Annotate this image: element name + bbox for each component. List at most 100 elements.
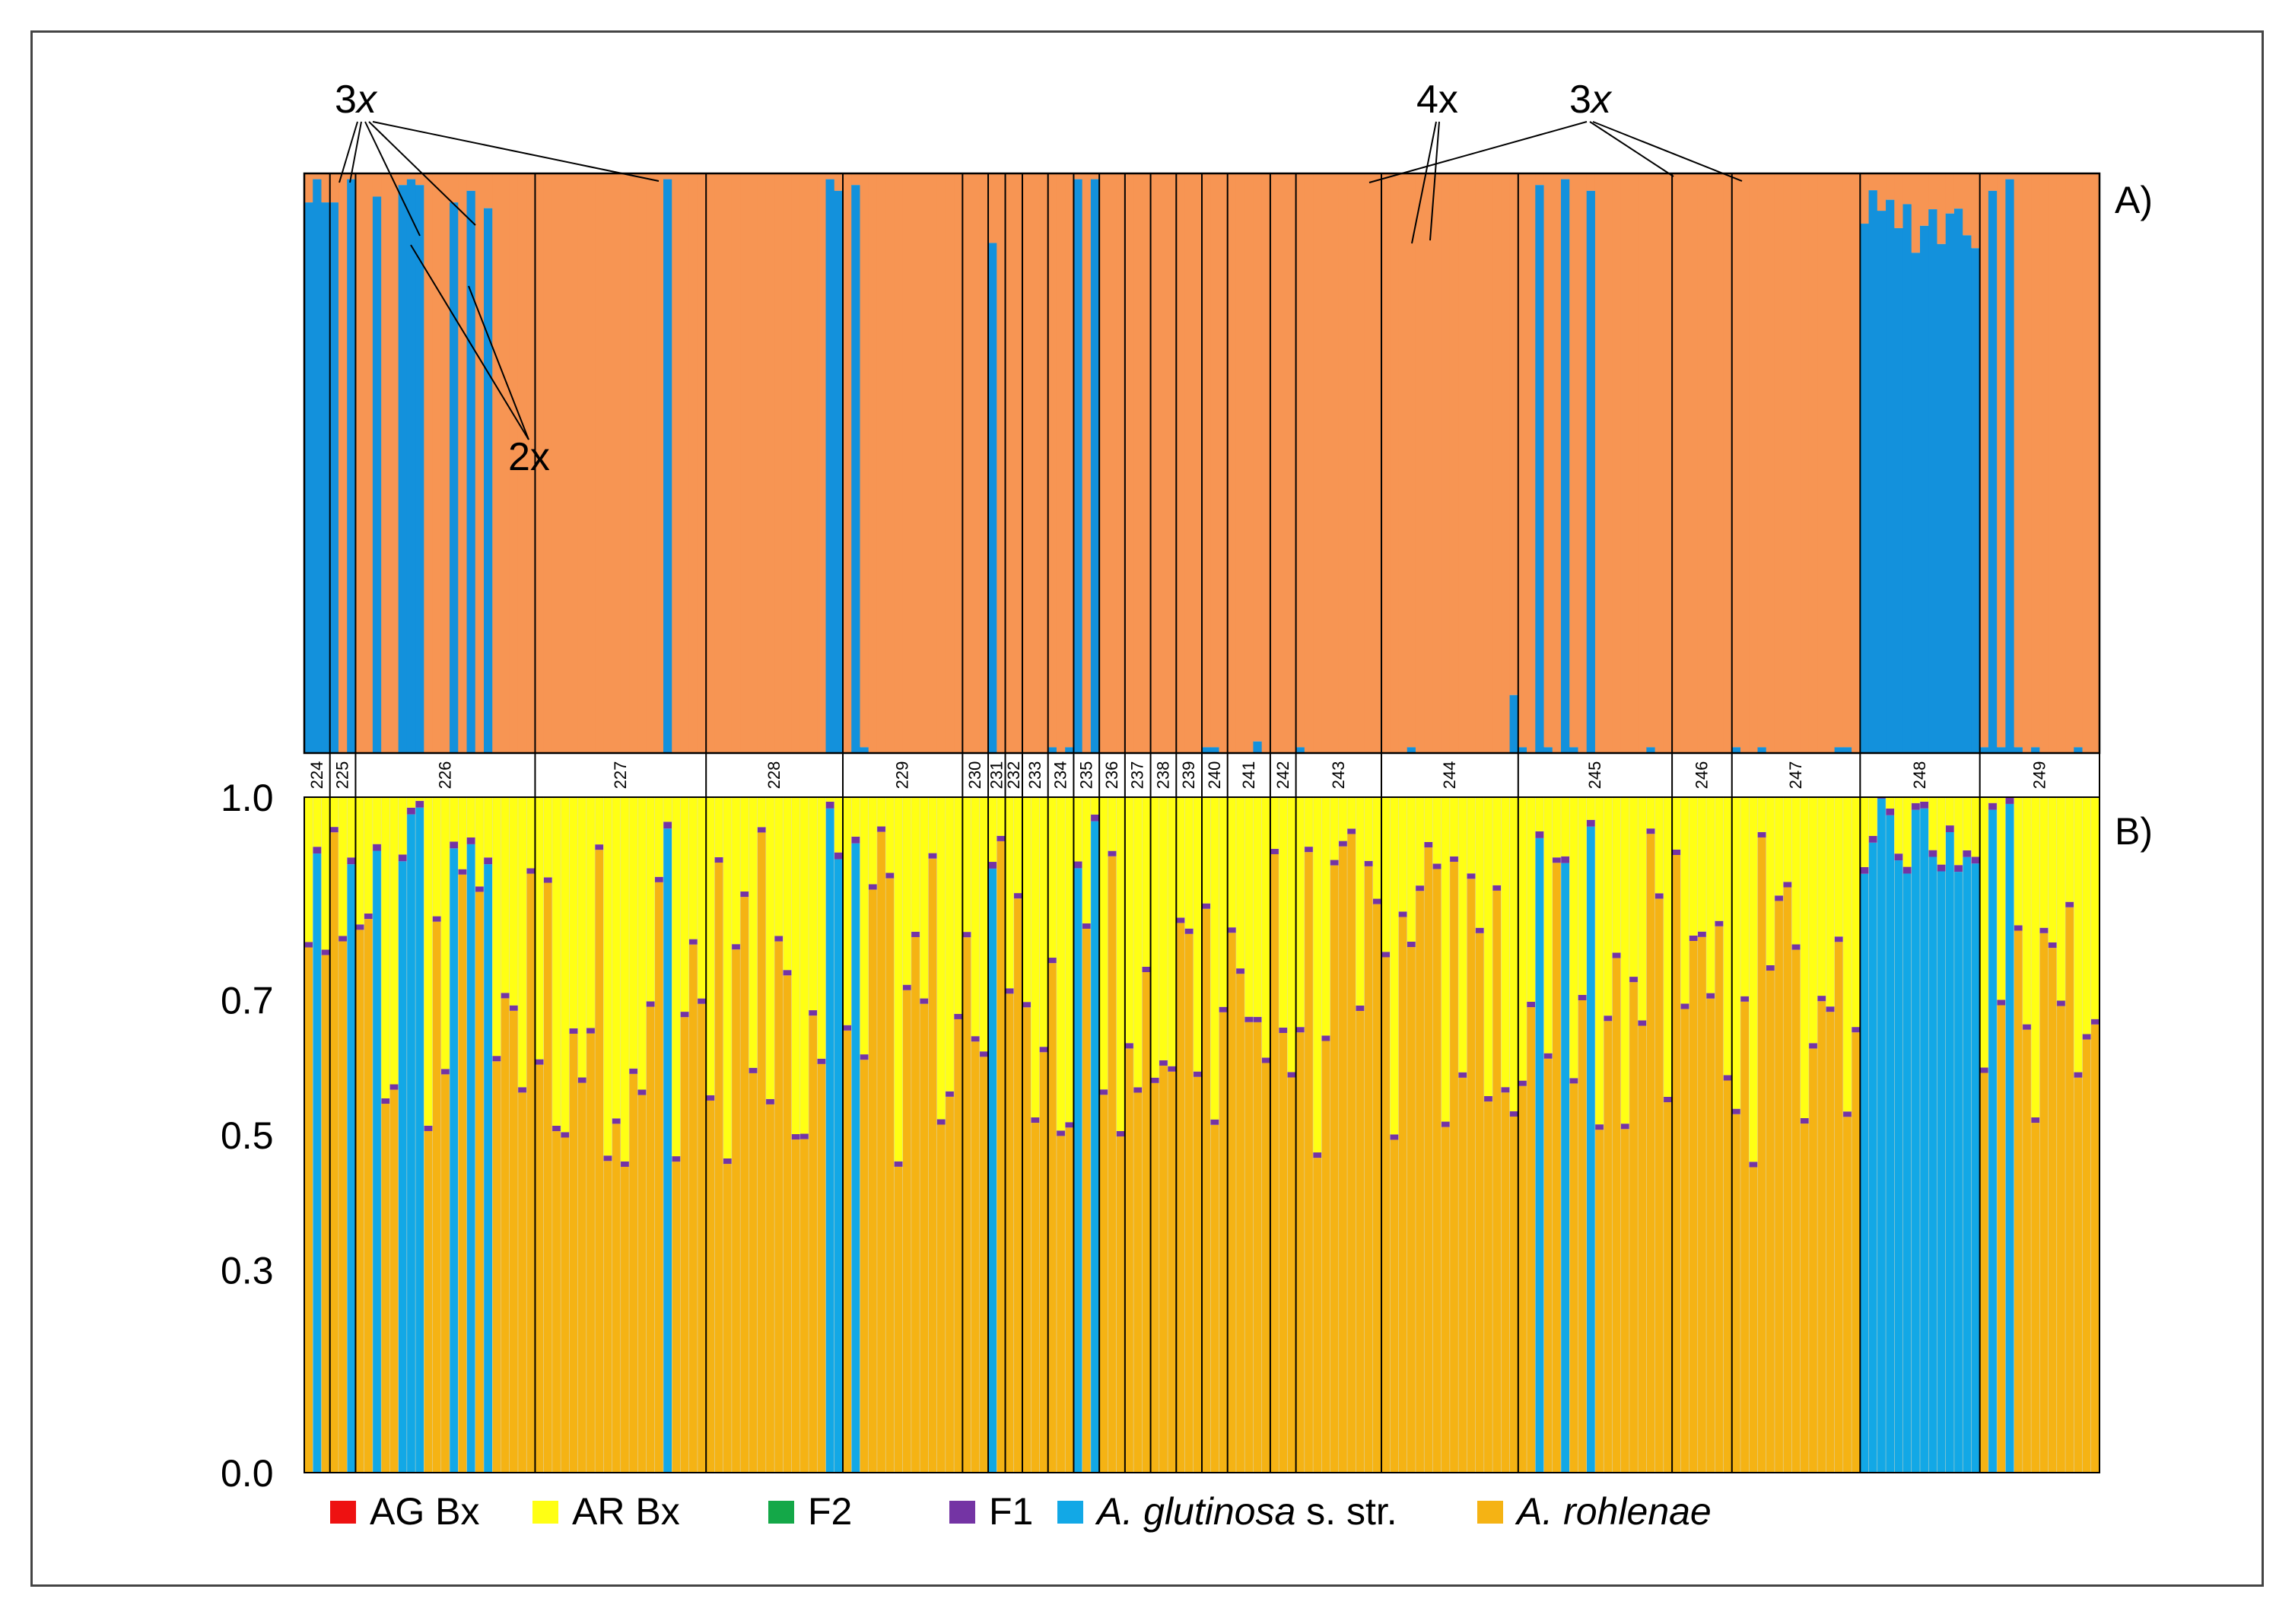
panel-b-bar-segment [1492, 885, 1502, 891]
panel-b-bar-segment [1133, 797, 1143, 1088]
panel-b-bar-segment [1235, 797, 1245, 969]
panel-b-bar-segment [2082, 797, 2092, 1034]
panel-b-bar-segment [1056, 1136, 1066, 1473]
panel-b-bar-segment [1219, 1006, 1229, 1012]
panel-b-bar-segment [817, 1058, 827, 1064]
population-label: 235 [1076, 761, 1095, 790]
panel-b-bar-segment [731, 949, 741, 1473]
panel-b-bar-segment [475, 797, 485, 887]
panel-a-bar-rohlenae [1253, 173, 1263, 742]
panel-b-bar-segment [1731, 1114, 1741, 1473]
panel-b-bar-segment [1398, 797, 1408, 912]
panel-b-bar-segment [1381, 797, 1391, 952]
panel-a-bar-rohlenae [1783, 173, 1793, 753]
panel-a-bar-rohlenae [774, 173, 784, 753]
panel-a-bar-rohlenae [697, 173, 707, 753]
panel-a-bar-rohlenae [731, 173, 741, 753]
panel-b-bar-segment [1372, 904, 1382, 1473]
panel-b-bar-segment [2048, 797, 2058, 942]
panel-a-bar-rohlenae [1056, 173, 1066, 753]
panel-b-bar-segment [1407, 797, 1416, 942]
panel-b-bar-segment [1261, 797, 1271, 1058]
panel-b-bar-segment [1501, 797, 1511, 1088]
panel-a-bar-rohlenae [1202, 173, 1211, 748]
panel-b-bar-segment [612, 1123, 621, 1473]
panel-a-bar-rohlenae [749, 173, 758, 753]
panel-b-bar-segment [2039, 797, 2049, 928]
panel-b-bar-segment [1715, 926, 1724, 1473]
panel-b-bar-segment [688, 944, 698, 1473]
panel-a-bar-rohlenae [765, 173, 775, 753]
panel-b-bar-segment [1842, 1111, 1852, 1117]
panel-a-bar-rohlenae [1817, 173, 1826, 753]
panel-a-bar-glutinosa [1073, 179, 1083, 753]
panel-b-bar-segment [1826, 1006, 1836, 1012]
panel-b-bar-segment [1800, 1117, 1810, 1124]
panel-b-bar-segment [1475, 927, 1485, 933]
panel-b-bar-segment [1791, 797, 1801, 945]
panel-a-bar-rohlenae [1766, 173, 1775, 753]
panel-b-bar-segment [1937, 797, 1947, 865]
panel-b-bar-segment [911, 936, 920, 1473]
panel-b-bar-segment [1210, 797, 1220, 1120]
panel-b-bar-segment [1492, 797, 1502, 885]
panel-label-a: A) [2115, 179, 2153, 221]
legend-label: A. rohlenae [1515, 1490, 1712, 1533]
panel-b-bar-segment [389, 1089, 399, 1473]
panel-b-bar-segment [1706, 797, 1715, 993]
population-label: 224 [307, 761, 326, 790]
panel-b-bar-segment [398, 861, 408, 1473]
panel-b-bar-segment [440, 1074, 450, 1473]
panel-a-bar-rohlenae [1911, 173, 1921, 253]
panel-b-bar-segment [1364, 866, 1374, 1473]
panel-a-bar-rohlenae [1638, 173, 1647, 753]
panel-b-bar-segment [749, 1073, 758, 1473]
panel-a-bar-glutinosa [406, 179, 416, 753]
panel-b-bar-segment [731, 797, 741, 945]
panel-b-bar-segment [1381, 957, 1391, 1473]
panel-b-bar-segment [2005, 797, 2015, 804]
panel-b-bar-segment [1031, 1117, 1041, 1123]
panel-b-bar-segment [1535, 797, 1545, 831]
panel-b-bar-segment [1979, 1067, 1989, 1073]
panel-b-bar-segment [1279, 1027, 1288, 1033]
panel-a-bar-rohlenae [1261, 173, 1271, 753]
panel-b-bar-segment [988, 797, 997, 863]
panel-b-bar-segment [1902, 866, 1912, 874]
panel-a-bar-rohlenae [936, 173, 946, 753]
panel-a-bar-rohlenae [1757, 173, 1767, 748]
panel-a-bar-glutinosa [1295, 747, 1305, 753]
panel-b-bar-segment [2090, 797, 2100, 1019]
panel-b-bar-segment [971, 1036, 981, 1042]
panel-a-bar-rohlenae [1543, 173, 1553, 748]
panel-a-bar-rohlenae [406, 173, 416, 180]
panel-b-bar-segment [1168, 1071, 1177, 1473]
panel-b-bar-segment [1031, 1123, 1041, 1473]
panel-b-bar-segment [1638, 1020, 1647, 1026]
panel-a-bar-rohlenae [1791, 173, 1801, 753]
panel-a-bar-rohlenae [1364, 173, 1374, 753]
panel-b-bar-segment [1193, 1071, 1203, 1077]
panel-a-bar-rohlenae [1937, 173, 1947, 244]
panel-a-bar-rohlenae [612, 173, 621, 753]
panel-b-bar-segment [1253, 1022, 1263, 1473]
panel-b-bar-segment [458, 797, 468, 869]
panel-b-bar-segment [1244, 1016, 1254, 1022]
panel-b-bar-segment [1056, 1130, 1066, 1136]
panel-b-bar-segment [372, 844, 382, 851]
panel-b-bar-segment [1988, 797, 1998, 803]
panel-a-bar-rohlenae [979, 173, 989, 753]
panel-b-bar-segment [1441, 1121, 1451, 1127]
panel-b-bar-segment [1953, 865, 1963, 872]
panel-b-bar-segment [843, 1030, 852, 1473]
panel-a-bar-glutinosa [1543, 747, 1553, 753]
panel-b-bar-segment [2090, 1019, 2100, 1025]
panel-b-bar-segment [458, 869, 468, 875]
panel-a-bar-rohlenae [629, 173, 638, 753]
panel-b-bar-segment [1997, 1000, 2006, 1006]
legend-swatch [949, 1501, 975, 1524]
panel-b-bar-segment [1432, 869, 1442, 1473]
panel-b-bar-segment [1672, 797, 1681, 850]
panel-b-bar-segment [1176, 917, 1186, 923]
panel-b-bar-segment [1612, 797, 1622, 953]
